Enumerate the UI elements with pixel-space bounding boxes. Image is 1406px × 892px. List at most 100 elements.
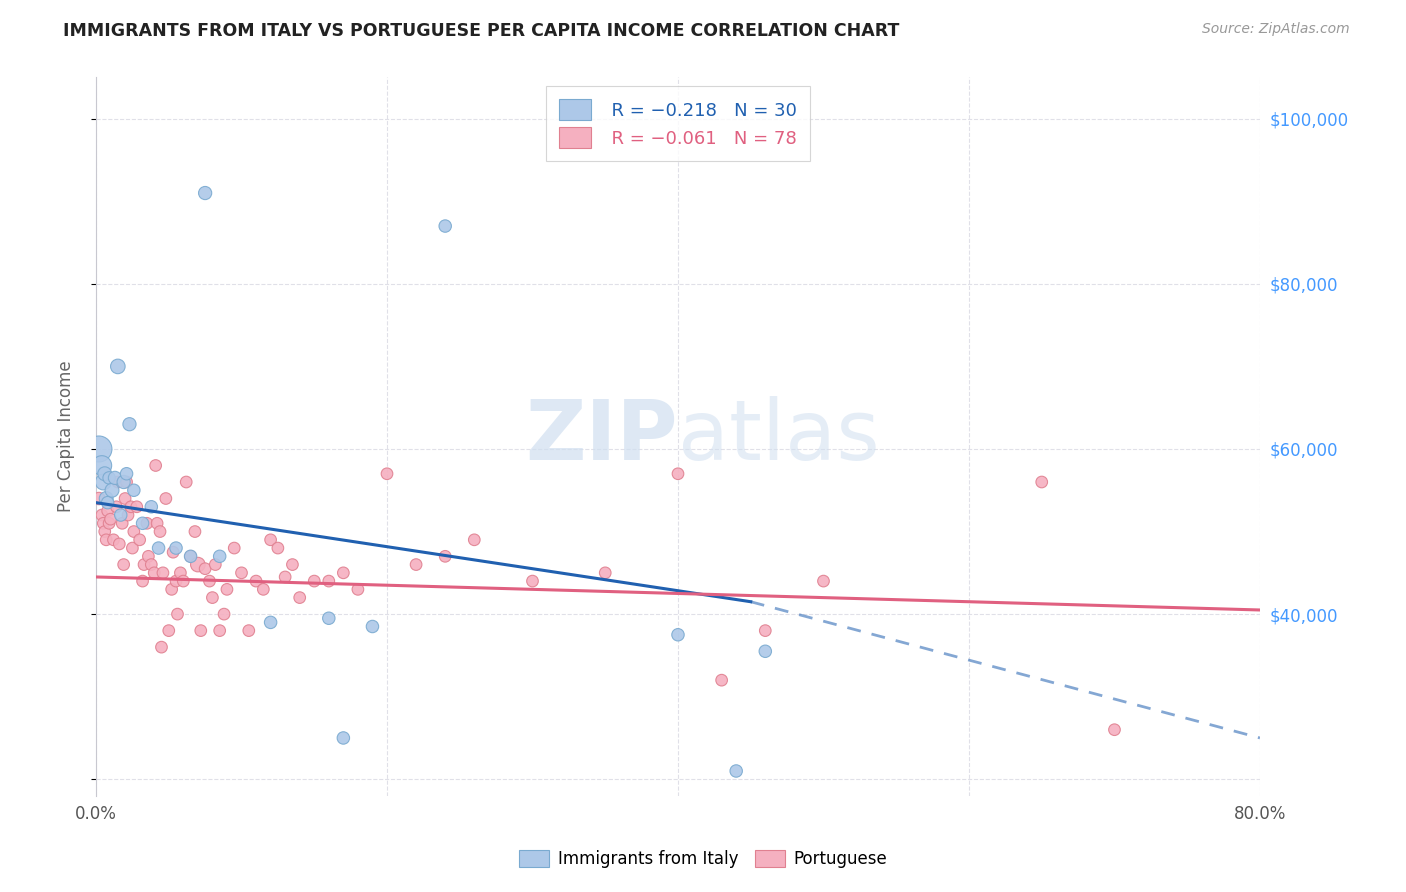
Point xyxy=(165,541,187,555)
Point xyxy=(187,558,209,572)
Point xyxy=(98,516,121,531)
Point xyxy=(90,458,112,473)
Point xyxy=(288,591,311,605)
Point xyxy=(1104,723,1126,737)
Point xyxy=(434,549,457,564)
Point xyxy=(107,475,129,489)
Point xyxy=(318,611,340,625)
Point xyxy=(103,533,125,547)
Point xyxy=(224,541,246,555)
Point xyxy=(169,566,191,580)
Point xyxy=(125,500,148,514)
Point xyxy=(111,516,134,531)
Point xyxy=(87,491,110,506)
Point xyxy=(141,558,163,572)
Point xyxy=(281,558,304,572)
Point xyxy=(98,471,121,485)
Text: ZIP: ZIP xyxy=(526,396,678,477)
Point xyxy=(666,467,689,481)
Point xyxy=(152,566,174,580)
Legend: Immigrants from Italy, Portuguese: Immigrants from Italy, Portuguese xyxy=(513,843,893,875)
Point xyxy=(131,516,153,531)
Point xyxy=(332,566,354,580)
Point xyxy=(208,624,231,638)
Point xyxy=(104,471,127,485)
Point xyxy=(208,549,231,564)
Point xyxy=(122,483,145,498)
Point xyxy=(184,524,207,539)
Point xyxy=(259,615,281,630)
Point xyxy=(201,591,224,605)
Point xyxy=(332,731,354,745)
Point xyxy=(132,558,155,572)
Point xyxy=(180,549,202,564)
Point xyxy=(347,582,370,597)
Point xyxy=(180,549,202,564)
Point xyxy=(145,458,167,473)
Point xyxy=(165,574,187,588)
Point xyxy=(143,566,166,580)
Point xyxy=(96,491,118,506)
Text: IMMIGRANTS FROM ITALY VS PORTUGUESE PER CAPITA INCOME CORRELATION CHART: IMMIGRANTS FROM ITALY VS PORTUGUESE PER … xyxy=(63,22,900,40)
Point xyxy=(131,574,153,588)
Point xyxy=(150,640,173,654)
Point xyxy=(149,524,172,539)
Point xyxy=(115,475,138,489)
Point xyxy=(194,562,217,576)
Point xyxy=(97,504,120,518)
Point xyxy=(136,516,159,531)
Point xyxy=(198,574,221,588)
Point xyxy=(252,582,274,597)
Point xyxy=(90,508,112,522)
Point xyxy=(122,524,145,539)
Point xyxy=(259,533,281,547)
Point xyxy=(666,628,689,642)
Point xyxy=(120,500,142,514)
Point xyxy=(238,624,260,638)
Point xyxy=(522,574,544,588)
Point xyxy=(361,619,384,633)
Point xyxy=(190,624,212,638)
Point xyxy=(114,491,136,506)
Point xyxy=(1031,475,1053,489)
Point xyxy=(215,582,238,597)
Point xyxy=(107,359,129,374)
Point xyxy=(115,467,138,481)
Text: atlas: atlas xyxy=(678,396,880,477)
Point xyxy=(96,533,118,547)
Point xyxy=(463,533,485,547)
Point xyxy=(91,475,114,489)
Legend:   R = −0.218   N = 30,   R = −0.061   N = 78: R = −0.218 N = 30, R = −0.061 N = 78 xyxy=(546,87,810,161)
Point xyxy=(93,467,115,481)
Point xyxy=(118,417,141,432)
Point xyxy=(138,549,160,564)
Point xyxy=(112,475,135,489)
Point xyxy=(725,764,748,778)
Point xyxy=(93,524,115,539)
Point xyxy=(108,537,131,551)
Point xyxy=(434,219,457,233)
Point xyxy=(813,574,835,588)
Point xyxy=(754,624,776,638)
Point xyxy=(204,558,226,572)
Point xyxy=(112,558,135,572)
Point xyxy=(318,574,340,588)
Point xyxy=(304,574,326,588)
Point xyxy=(593,566,616,580)
Point xyxy=(121,541,143,555)
Point xyxy=(101,483,124,498)
Point xyxy=(100,512,122,526)
Point xyxy=(166,607,188,621)
Point xyxy=(117,508,139,522)
Point xyxy=(87,442,110,456)
Point xyxy=(162,545,184,559)
Point xyxy=(146,516,169,531)
Point xyxy=(274,570,297,584)
Point xyxy=(267,541,290,555)
Text: Source: ZipAtlas.com: Source: ZipAtlas.com xyxy=(1202,22,1350,37)
Point xyxy=(148,541,170,555)
Point xyxy=(405,558,427,572)
Point xyxy=(141,500,163,514)
Point xyxy=(155,491,177,506)
Point xyxy=(97,496,120,510)
